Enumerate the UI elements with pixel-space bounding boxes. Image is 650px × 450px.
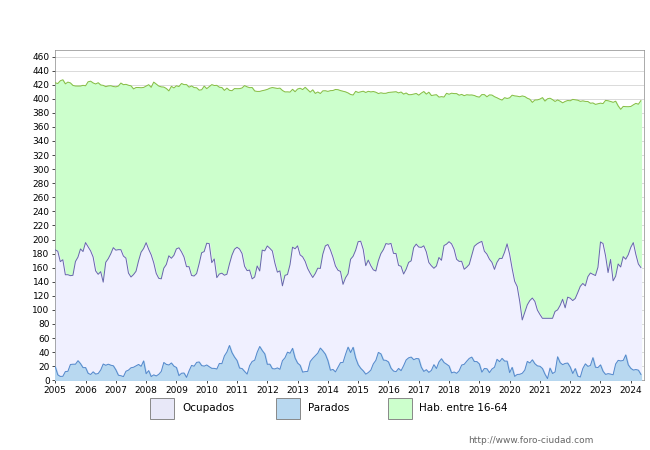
Text: Hab. entre 16-64: Hab. entre 16-64 bbox=[419, 403, 508, 414]
Text: Mirabel - Evolucion de la poblacion en edad de Trabajar Mayo de 2024: Mirabel - Evolucion de la poblacion en e… bbox=[90, 17, 560, 30]
Text: Ocupados: Ocupados bbox=[182, 403, 234, 414]
FancyBboxPatch shape bbox=[276, 398, 300, 418]
FancyBboxPatch shape bbox=[387, 398, 411, 418]
Text: http://www.foro-ciudad.com: http://www.foro-ciudad.com bbox=[468, 436, 593, 445]
FancyBboxPatch shape bbox=[150, 398, 174, 418]
Text: Parados: Parados bbox=[308, 403, 349, 414]
